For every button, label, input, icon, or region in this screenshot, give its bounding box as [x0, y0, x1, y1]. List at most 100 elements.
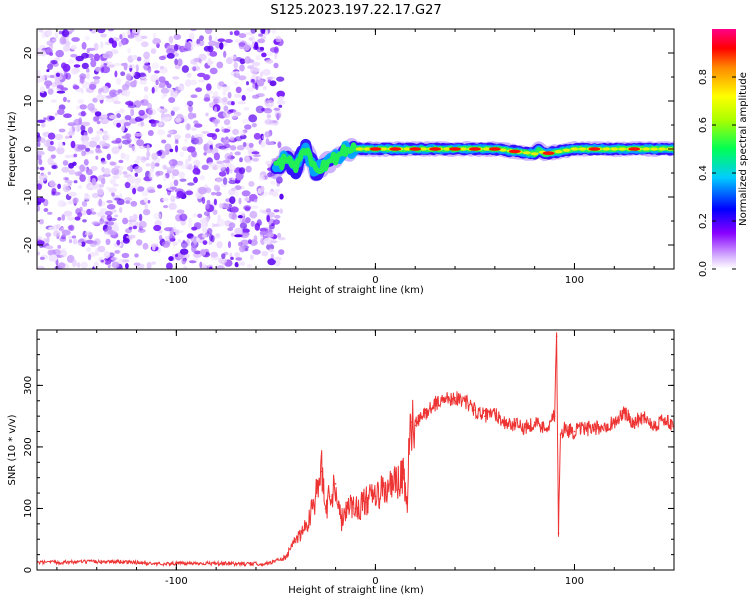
noise-blob	[142, 208, 151, 216]
snr-point	[663, 418, 665, 421]
noise-blob	[185, 158, 189, 167]
colorbar-ticks: 0.0 0.2 0.4 0.6 0.8	[698, 69, 736, 277]
noise-blob	[231, 187, 237, 191]
noise-blob	[68, 127, 73, 132]
noise-blob	[266, 232, 274, 238]
noise-blob	[86, 47, 96, 52]
noise-blob	[63, 113, 72, 118]
noise-blob	[57, 183, 61, 189]
noise-blob	[161, 139, 167, 144]
noise-blob	[224, 153, 232, 161]
noise-blob	[123, 89, 131, 97]
noise-blob	[50, 60, 58, 65]
noise-blob	[94, 77, 100, 85]
noise-blob	[57, 217, 62, 221]
noise-blob	[128, 102, 134, 106]
noise-blob	[127, 47, 131, 54]
noise-blob	[266, 76, 276, 80]
noise-blob	[47, 157, 54, 166]
noise-blob	[143, 51, 151, 59]
noise-blob	[146, 261, 152, 269]
noise-blob	[97, 245, 106, 253]
noise-blob	[222, 91, 227, 96]
noise-blob	[259, 71, 264, 78]
noise-blob	[146, 151, 151, 158]
snr-frame	[36, 329, 675, 571]
noise-blob	[201, 218, 206, 227]
noise-blob	[195, 136, 204, 145]
noise-blob	[220, 126, 225, 133]
noise-blob	[243, 106, 250, 111]
noise-blob	[140, 120, 144, 127]
noise-blob	[266, 215, 271, 223]
noise-blob	[264, 131, 271, 138]
y-tick-label: 100	[23, 499, 34, 518]
noise-blob	[259, 46, 265, 51]
noise-blob	[164, 149, 170, 155]
noise-blob	[244, 124, 252, 130]
noise-blob	[233, 80, 238, 86]
noise-blob	[37, 265, 45, 269]
noise-blob	[106, 204, 116, 210]
snr-point	[523, 426, 526, 429]
noise-blob	[92, 97, 98, 103]
snr-point	[402, 476, 405, 479]
noise-blob	[240, 239, 249, 246]
noise-blob	[110, 256, 118, 261]
noise-blob	[147, 113, 152, 119]
noise-blob	[37, 197, 46, 203]
noise-blob	[262, 68, 271, 76]
noise-blob	[253, 132, 261, 140]
noise-blob	[218, 145, 227, 150]
noise-blob	[73, 153, 78, 158]
noise-blob	[231, 101, 235, 106]
noise-blob	[238, 167, 246, 175]
noise-blob	[214, 106, 218, 114]
noise-blob	[116, 239, 121, 246]
noise-blob	[191, 244, 197, 253]
noise-blob	[244, 197, 250, 202]
ridge-core	[650, 147, 659, 151]
noise-blob	[193, 257, 199, 262]
noise-blob	[166, 167, 175, 171]
noise-blob	[172, 76, 180, 80]
ridge-peak	[429, 147, 442, 151]
noise-blob	[168, 256, 174, 262]
noise-blob	[278, 249, 285, 255]
noise-blob	[237, 215, 243, 219]
noise-blob	[158, 230, 163, 234]
noise-blob	[210, 235, 215, 243]
noise-blob	[62, 160, 69, 166]
snr-point	[334, 483, 337, 485]
noise-blob	[111, 261, 120, 269]
noise-blob	[143, 63, 151, 71]
noise-blob	[272, 219, 280, 225]
noise-blob	[90, 211, 97, 215]
noise-blob	[95, 147, 101, 153]
noise-blob	[152, 38, 162, 45]
noise-blob	[58, 262, 66, 269]
noise-blob	[248, 181, 255, 187]
colorbar-tick-label: 0.6	[698, 117, 709, 133]
noise-blob	[234, 151, 241, 156]
noise-blob	[203, 152, 207, 156]
noise-blob	[260, 141, 266, 148]
noise-blob	[216, 176, 222, 183]
noise-blob	[173, 52, 179, 57]
noise-blob	[59, 36, 67, 45]
noise-blob	[198, 79, 206, 83]
noise-blob	[70, 67, 78, 75]
noise-blob	[96, 130, 103, 135]
noise-blob	[147, 109, 153, 115]
snr-point	[603, 424, 606, 427]
noise-blob	[116, 113, 122, 119]
noise-blob	[108, 217, 117, 222]
noise-blob	[185, 133, 191, 139]
noise-blob	[270, 253, 274, 259]
noise-blob	[37, 141, 41, 147]
noise-blob	[176, 160, 184, 166]
noise-blob	[252, 249, 261, 255]
noise-blob	[93, 53, 100, 62]
noise-blob	[142, 242, 149, 250]
noise-blob	[109, 178, 117, 185]
